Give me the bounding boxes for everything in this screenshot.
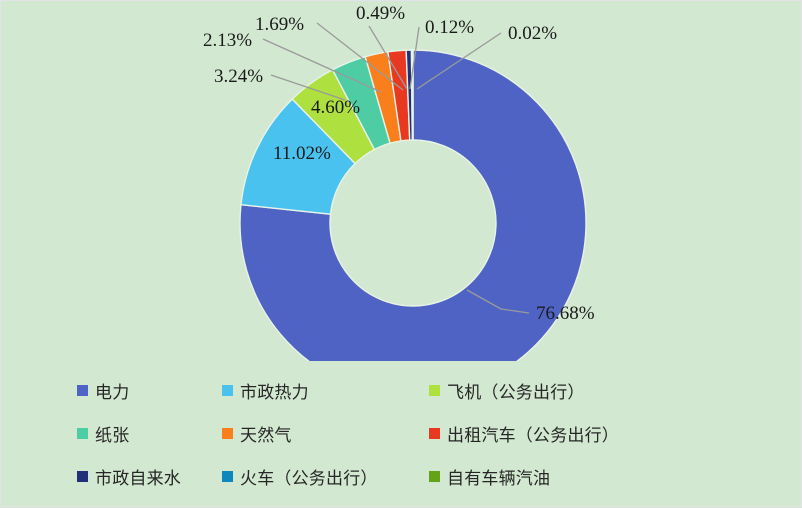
legend-swatch-icon [77, 471, 88, 482]
legend-row: 市政自来水 火车（公务出行） 自有车辆汽油 [1, 455, 802, 498]
legend-item-label: 飞机（公务出行） [447, 378, 585, 403]
slice-data-label: 11.02% [273, 143, 331, 164]
slice-data-label: 4.60% [311, 97, 360, 118]
legend-item-label: 市政自来水 [95, 464, 181, 489]
legend-item-label: 市政热力 [240, 378, 309, 403]
legend-swatch-icon [429, 385, 440, 396]
legend-item-label: 自有车辆汽油 [447, 464, 550, 489]
legend-item[interactable]: 市政热力 [219, 378, 427, 403]
legend-item[interactable]: 纸张 [1, 421, 219, 446]
chart-legend: 电力 市政热力 飞机（公务出行） 纸张 天然气 出租汽车（公务出行） [1, 361, 802, 508]
legend-item-label: 天然气 [240, 421, 292, 446]
legend-row: 电力 市政热力 飞机（公务出行） [1, 369, 802, 412]
donut-chart-area: 76.68% 11.02% 4.60% 3.24% 2.13%1.69% 0.49% 0.1… [1, 1, 802, 361]
slice-data-label: 0.49% [356, 3, 405, 24]
legend-swatch-icon [222, 471, 233, 482]
legend-swatch-icon [429, 428, 440, 439]
legend-item[interactable]: 电力 [1, 378, 219, 403]
slice-data-label: 0.12% [425, 17, 474, 38]
legend-item[interactable]: 飞机（公务出行） [427, 378, 802, 403]
slice-data-label: 3.24% [214, 66, 263, 87]
legend-item[interactable]: 火车（公务出行） [219, 464, 427, 489]
slice-data-label: 1.69% [255, 14, 304, 35]
legend-item-label: 纸张 [95, 421, 129, 446]
legend-swatch-icon [222, 385, 233, 396]
legend-swatch-icon [429, 471, 440, 482]
legend-item-label: 出租汽车（公务出行） [447, 421, 619, 446]
legend-swatch-icon [222, 428, 233, 439]
donut-slices [240, 50, 586, 361]
legend-swatch-icon [77, 385, 88, 396]
legend-item-label: 电力 [95, 378, 129, 403]
legend-item[interactable]: 市政自来水 [1, 464, 219, 489]
legend-item-label: 火车（公务出行） [240, 464, 378, 489]
donut-chart-svg: 76.68% 11.02% 4.60% 3.24% 2.13%1.69% 0.49% 0.1… [1, 1, 802, 361]
legend-item[interactable]: 自有车辆汽油 [427, 464, 802, 489]
legend-item[interactable]: 天然气 [219, 421, 427, 446]
legend-swatch-icon [77, 428, 88, 439]
slice-data-label: 76.68% [536, 303, 595, 324]
legend-row: 纸张 天然气 出租汽车（公务出行） [1, 412, 802, 455]
slice-data-label: 0.02% [508, 23, 557, 44]
legend-item[interactable]: 出租汽车（公务出行） [427, 421, 802, 446]
slice-data-label: 2.13% [203, 30, 252, 51]
